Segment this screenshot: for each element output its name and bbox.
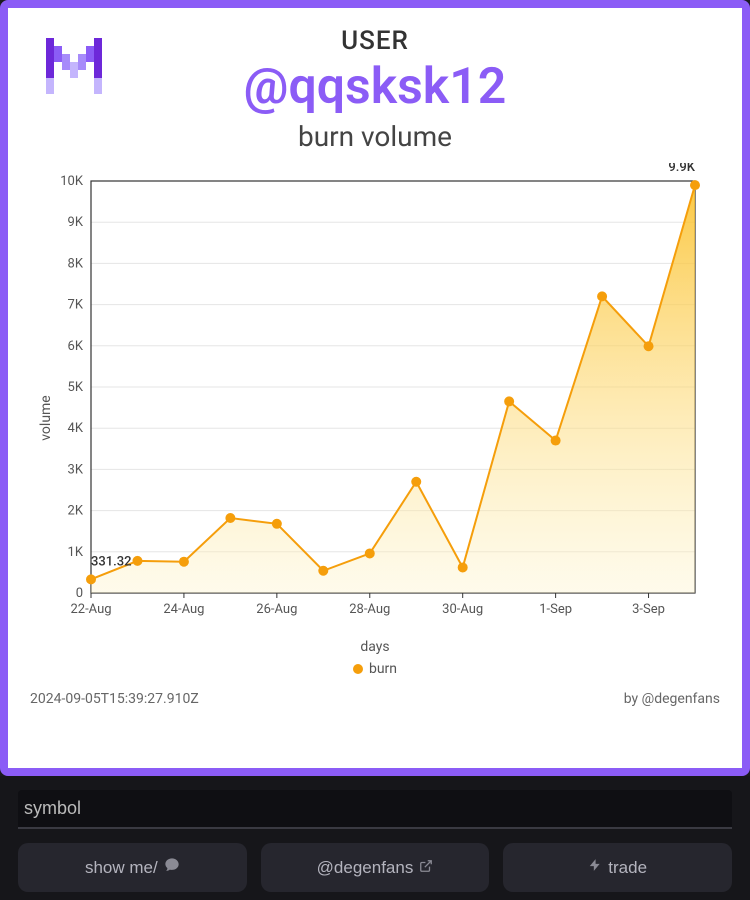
svg-text:28-Aug: 28-Aug [349, 602, 390, 617]
svg-text:1K: 1K [68, 545, 84, 560]
svg-text:7K: 7K [68, 298, 84, 313]
show-me-button[interactable]: show me/ [18, 843, 247, 892]
svg-text:3K: 3K [68, 462, 84, 477]
control-panel: show me/ @degenfans trade [0, 776, 750, 900]
show-me-label: show me/ [85, 858, 158, 878]
svg-text:9K: 9K [68, 215, 84, 230]
card-footer: 2024-09-05T15:39:27.910Z by @degenfans [26, 691, 724, 707]
svg-text:6K: 6K [68, 339, 84, 354]
degenfans-label: @degenfans [317, 858, 414, 878]
lightning-icon [588, 857, 602, 878]
y-axis-label: volume [38, 395, 54, 441]
svg-text:10K: 10K [60, 174, 84, 189]
speech-bubble-icon [164, 857, 180, 878]
chart-subtitle: burn volume [26, 120, 724, 153]
svg-text:22-Aug: 22-Aug [70, 602, 111, 617]
legend-marker-icon [353, 664, 363, 674]
timestamp: 2024-09-05T15:39:27.910Z [30, 691, 199, 707]
symbol-input[interactable] [18, 790, 732, 829]
svg-text:0: 0 [76, 586, 83, 601]
trade-button[interactable]: trade [503, 843, 732, 892]
svg-text:9.9K: 9.9K [668, 163, 695, 175]
header: USER @qqsksk12 burn volume [26, 26, 724, 153]
brand-logo [46, 38, 102, 94]
chart-legend: burn [35, 661, 715, 677]
button-row: show me/ @degenfans trade [18, 843, 732, 892]
degenfans-button[interactable]: @degenfans [261, 843, 490, 892]
svg-text:5K: 5K [68, 380, 84, 395]
svg-text:3-Sep: 3-Sep [632, 602, 665, 617]
external-link-icon [419, 858, 433, 878]
user-handle: @qqsksk12 [26, 58, 724, 116]
legend-label: burn [369, 661, 397, 677]
trade-label: trade [608, 858, 647, 878]
burn-volume-chart: 0 1K 2K 3K 4K 5K 6K 7K 8K 9K 10K 22-Aug 24-Aug 26-Aug… [35, 163, 715, 633]
svg-text:30-Aug: 30-Aug [442, 602, 483, 617]
svg-text:1-Sep: 1-Sep [539, 602, 572, 617]
svg-text:26-Aug: 26-Aug [256, 602, 297, 617]
svg-text:24-Aug: 24-Aug [163, 602, 204, 617]
svg-text:2K: 2K [68, 504, 84, 519]
svg-text:331.32: 331.32 [91, 554, 132, 569]
credit: by @degenfans [624, 691, 720, 707]
svg-text:8K: 8K [68, 256, 84, 271]
svg-text:4K: 4K [68, 421, 84, 436]
chart-card: USER @qqsksk12 burn volume volume 0 1K 2K 3… [0, 0, 750, 776]
user-label: USER [26, 26, 724, 56]
x-axis-label: days [35, 639, 715, 655]
chart-container: volume 0 1K 2K 3K 4K 5K 6K 7K 8K 9K 10K 22-Aug 24-Au… [35, 163, 715, 673]
